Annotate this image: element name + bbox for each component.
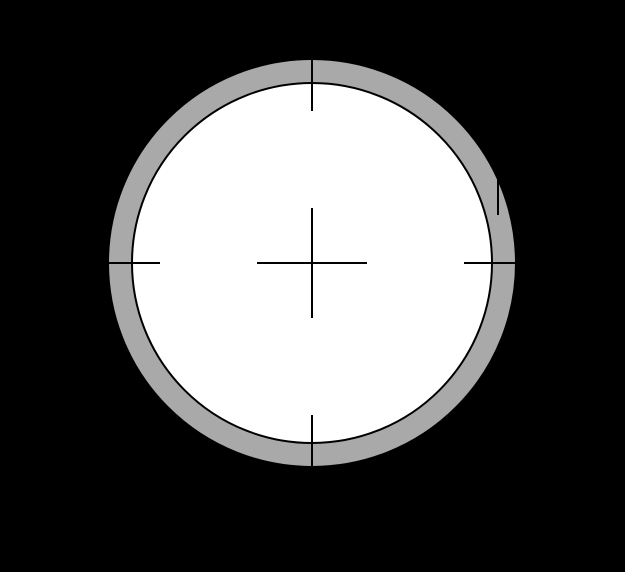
- ring-diagram: [0, 0, 625, 572]
